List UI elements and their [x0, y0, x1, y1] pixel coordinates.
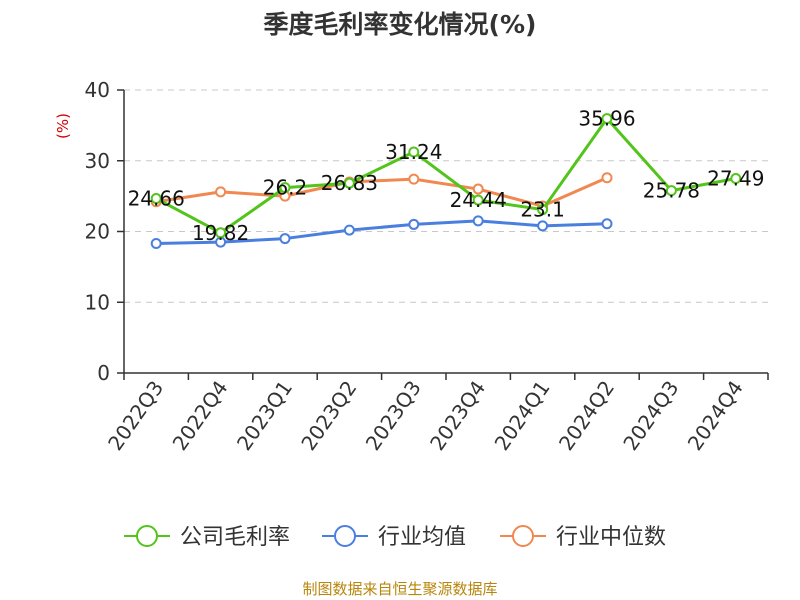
- data-point: [150, 238, 162, 250]
- data-labels: 24.66 19.82 26.2 26.83 31.24 24.44 23.1 35.96 25…: [128, 107, 765, 245]
- legend-marker: [512, 525, 534, 547]
- data-label: 26.83: [321, 171, 378, 195]
- data-label: 23.1: [520, 198, 565, 222]
- data-label: 24.66: [128, 187, 185, 211]
- data-point: [472, 215, 484, 227]
- y-tick-label: 30: [85, 149, 110, 173]
- data-point: [343, 177, 355, 189]
- legend: 公司毛利率 行业均值 行业中位数: [124, 525, 666, 550]
- data-point: [601, 172, 613, 184]
- data-point: [601, 218, 613, 230]
- data-label: 19.82: [192, 221, 249, 245]
- data-label: 35.96: [578, 107, 635, 131]
- x-tick-label: 2024Q2: [554, 376, 619, 455]
- grid-lines: [124, 89, 768, 303]
- data-point: [215, 186, 227, 198]
- data-label: 24.44: [450, 188, 507, 212]
- legend-marker: [334, 525, 356, 547]
- x-tick-label: 2023Q2: [296, 376, 361, 455]
- data-point: [279, 182, 291, 194]
- data-point: [343, 224, 355, 236]
- series-line-1: [156, 219, 608, 246]
- data-point: [472, 194, 484, 206]
- data-point: [665, 185, 677, 197]
- data-label: 25.78: [643, 179, 700, 203]
- data-source-note: 制图数据来自恒生聚源数据库: [302, 580, 497, 598]
- series-line-0: [155, 117, 737, 235]
- x-tick-label: 2023Q3: [361, 376, 426, 455]
- data-label: 26.2: [263, 176, 308, 200]
- data-point: [408, 173, 420, 185]
- data-label: 27.49: [707, 167, 764, 191]
- series-lines: [150, 113, 742, 250]
- legend-label: 行业中位数: [556, 525, 666, 550]
- x-tick-label: 2022Q4: [168, 376, 233, 455]
- y-axis-label: (%): [54, 113, 72, 139]
- legend-label: 行业均值: [378, 525, 466, 550]
- data-point: [537, 204, 549, 216]
- chart-title: 季度毛利率变化情况(%): [264, 10, 537, 39]
- y-tick-label: 20: [85, 220, 110, 244]
- y-tick-label: 10: [85, 290, 110, 314]
- legend-marker: [136, 525, 158, 547]
- data-point: [537, 220, 549, 232]
- x-tick-label: 2023Q4: [425, 376, 490, 455]
- x-tick-label: 2024Q3: [618, 376, 683, 455]
- data-point: [215, 227, 227, 239]
- data-point: [472, 183, 484, 195]
- x-tick-label: 2023Q1: [232, 376, 297, 455]
- x-tick-label: 2024Q4: [683, 376, 748, 455]
- y-tick-label: 40: [85, 78, 110, 102]
- x-tick-label: 2022Q3: [103, 376, 168, 455]
- y-tick-label: 0: [97, 361, 110, 385]
- data-label: 31.24: [385, 140, 442, 164]
- data-point: [279, 233, 291, 245]
- data-point: [150, 193, 162, 205]
- data-point: [730, 173, 742, 185]
- series-line-2: [155, 176, 608, 208]
- data-point: [408, 218, 420, 230]
- data-point: [408, 146, 420, 158]
- data-point: [601, 113, 613, 125]
- legend-label: 公司毛利率: [180, 525, 290, 550]
- x-tick-label: 2024Q1: [490, 376, 555, 455]
